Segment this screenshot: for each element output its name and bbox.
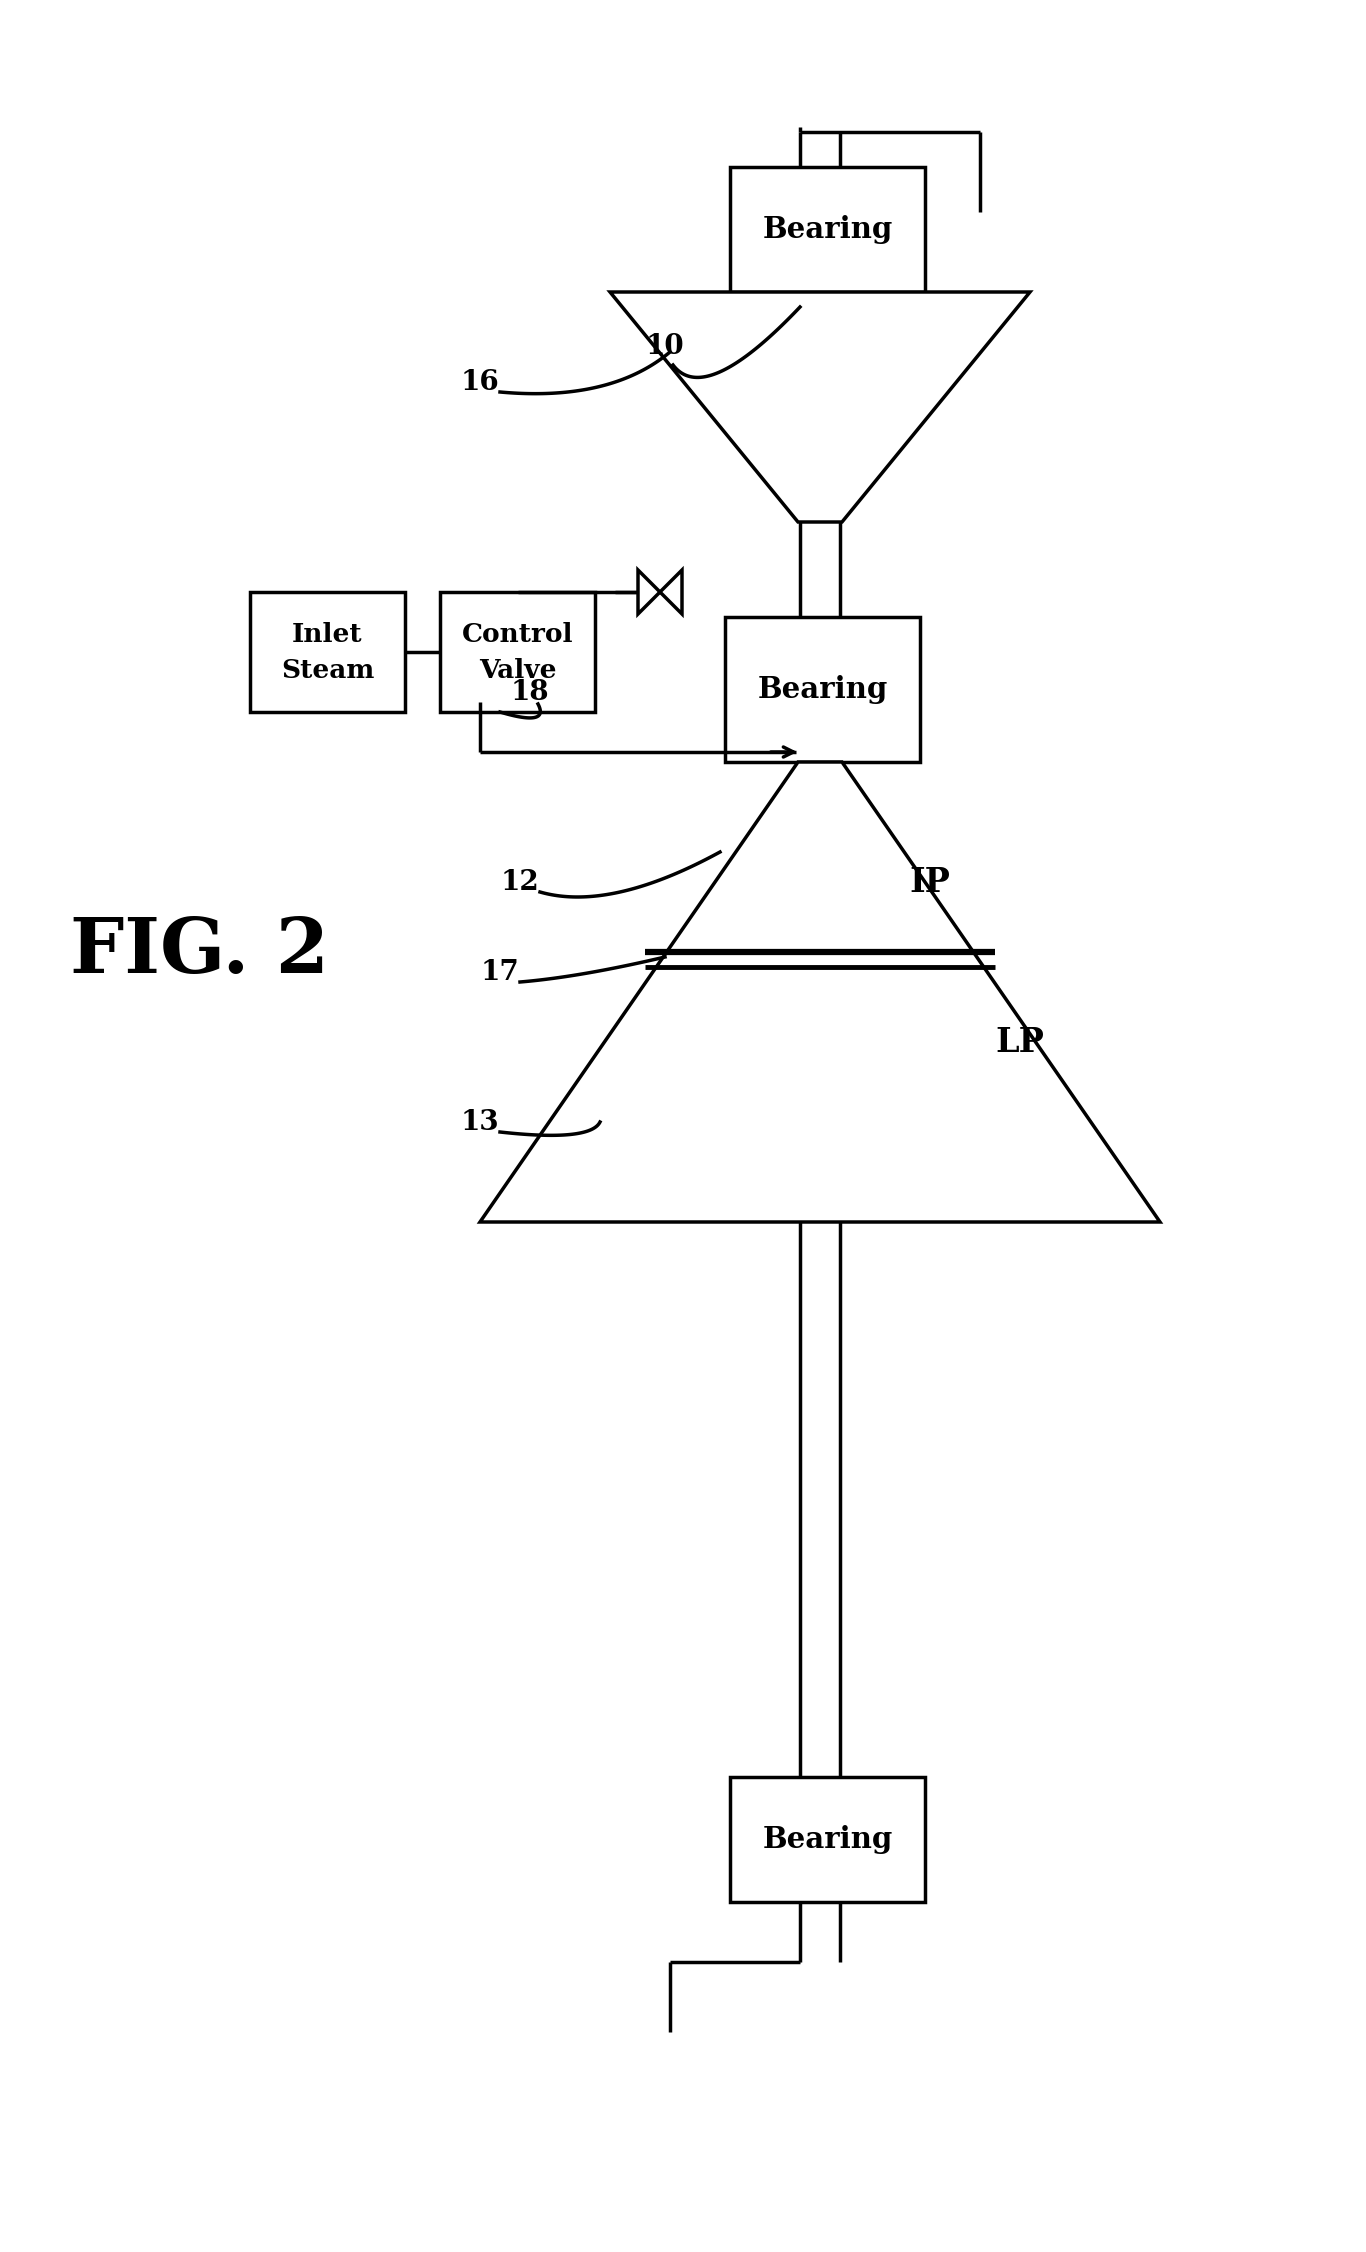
Polygon shape (611, 293, 1030, 522)
Text: Steam: Steam (281, 658, 374, 682)
Text: Control: Control (462, 622, 574, 646)
Text: FIG. 2: FIG. 2 (71, 914, 329, 989)
Text: 13: 13 (460, 1108, 500, 1135)
Text: LP: LP (996, 1025, 1045, 1058)
Text: 17: 17 (481, 959, 519, 986)
Text: 18: 18 (511, 678, 549, 705)
Text: Valve: Valve (478, 658, 556, 682)
Polygon shape (660, 570, 682, 615)
Bar (725, 617, 919, 761)
Text: Bearing: Bearing (762, 214, 892, 243)
Text: IP: IP (910, 865, 951, 899)
Text: Inlet: Inlet (292, 622, 363, 646)
Bar (729, 1777, 925, 1903)
Bar (440, 592, 596, 712)
Text: Bearing: Bearing (762, 1824, 892, 1853)
Text: 12: 12 (500, 869, 540, 896)
Bar (729, 167, 925, 293)
Polygon shape (638, 570, 660, 615)
Text: 10: 10 (646, 333, 684, 360)
Text: Bearing: Bearing (757, 676, 888, 705)
Text: 16: 16 (460, 369, 500, 396)
Bar (250, 592, 404, 712)
Polygon shape (479, 761, 1160, 1223)
